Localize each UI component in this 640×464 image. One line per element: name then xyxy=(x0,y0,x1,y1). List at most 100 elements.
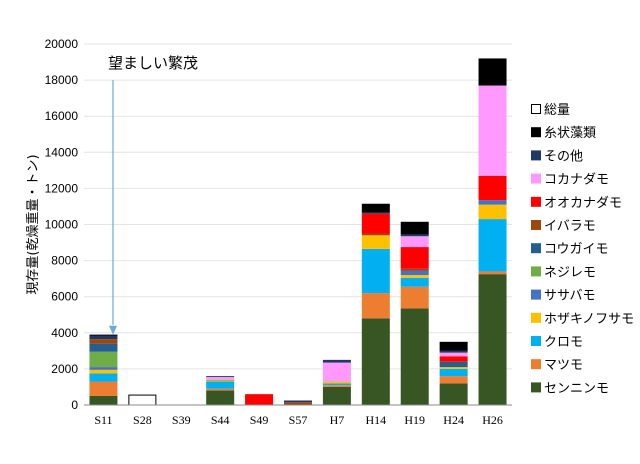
legend-label: ササバモ xyxy=(544,289,595,304)
x-tick-labels: S11 S28 S39 S44 S49 S57 H7 H14 H19 H24 H26 xyxy=(94,413,503,427)
legend-label: ホザキノフサモ xyxy=(544,312,634,327)
x-tick-label: H7 xyxy=(330,413,345,427)
bar-segment xyxy=(322,383,351,386)
stacked-bars xyxy=(89,58,507,406)
bar-segment xyxy=(89,335,118,340)
bar-segment xyxy=(361,213,390,234)
x-tick-label: S11 xyxy=(94,413,112,427)
x-tick-label: H19 xyxy=(404,413,425,427)
bar-segment xyxy=(439,356,468,362)
bar-segment xyxy=(439,368,468,377)
bar-segment xyxy=(400,275,429,278)
x-tick-label: S39 xyxy=(172,413,191,427)
bar-segment xyxy=(400,277,429,287)
legend-swatch xyxy=(531,220,541,230)
bar-segment xyxy=(206,379,235,381)
legend-swatch xyxy=(531,104,541,114)
bar-segment xyxy=(89,367,118,370)
bar-segment xyxy=(89,351,118,368)
bar-segment xyxy=(478,175,507,201)
bar-segment xyxy=(284,402,312,405)
legend-swatch xyxy=(531,150,541,161)
bar-segment xyxy=(478,271,507,275)
annotation-arrow xyxy=(109,80,117,335)
legend-label: コカナダモ xyxy=(544,173,609,188)
y-tick-label: 18000 xyxy=(45,73,79,87)
y-tick-label: 20000 xyxy=(45,37,79,51)
x-tick-label: H26 xyxy=(482,413,503,427)
bar-segment xyxy=(478,274,507,405)
legend-swatch xyxy=(531,289,541,300)
bar-segment xyxy=(284,400,312,403)
bar-segment xyxy=(400,247,429,269)
bar-segment xyxy=(206,390,235,405)
bar-segment xyxy=(361,318,390,405)
y-tick-label: 4000 xyxy=(51,326,78,340)
legend-label: センニンモ xyxy=(544,381,609,396)
bar-segment xyxy=(89,369,118,374)
bar-segment xyxy=(439,376,468,384)
bar-segment xyxy=(400,270,429,276)
bar-segment xyxy=(322,385,351,387)
bar-segment xyxy=(89,339,118,344)
bar-segment xyxy=(478,219,507,272)
annotation-label: 望ましい繁茂 xyxy=(108,54,198,72)
bar-segment xyxy=(439,367,468,369)
y-tick-label: 12000 xyxy=(45,181,79,195)
bar-segment xyxy=(478,85,507,176)
legend-swatch xyxy=(531,359,541,370)
bar-segment xyxy=(400,308,429,405)
bar-segment xyxy=(400,268,429,271)
bar-segment xyxy=(439,350,468,353)
legend-label: ネジレモ xyxy=(544,265,596,280)
y-axis-label: 現存量(乾燥重量・トン) xyxy=(25,154,41,294)
legend-swatch xyxy=(531,127,541,138)
bar-segment xyxy=(206,376,235,378)
y-tick-label: 14000 xyxy=(45,145,79,159)
legend-label: 糸状藻類 xyxy=(544,126,596,141)
bar-segment xyxy=(206,377,235,380)
legend-label: その他 xyxy=(544,149,583,164)
y-tick-label: 2000 xyxy=(51,362,78,376)
bar-segment xyxy=(361,248,390,294)
bar-segment xyxy=(322,381,351,384)
bar-segment xyxy=(400,286,429,309)
legend-swatch xyxy=(531,243,541,254)
x-tick-label: H24 xyxy=(443,413,464,427)
bar-segment xyxy=(89,381,118,396)
bar-segment xyxy=(439,341,468,351)
bar-segment xyxy=(478,204,507,220)
y-tick-label: 16000 xyxy=(45,109,79,123)
bar-segment xyxy=(89,334,118,336)
x-tick-label: H14 xyxy=(365,413,386,427)
bar-segment xyxy=(206,381,235,389)
bar-segment xyxy=(478,58,507,86)
legend-swatch xyxy=(531,173,541,184)
x-tick-label: S44 xyxy=(211,413,230,427)
y-tick-label: 8000 xyxy=(51,254,78,268)
legend-label: オオカナダモ xyxy=(544,196,622,211)
x-tick-label: S57 xyxy=(289,413,308,427)
y-gridlines xyxy=(84,43,512,370)
legend-label: イバラモ xyxy=(544,219,596,234)
x-tick-label: S28 xyxy=(133,413,152,427)
legend-swatch xyxy=(531,336,541,346)
bar-segment xyxy=(400,236,429,248)
legend-label: コウガイモ xyxy=(544,242,608,257)
bar-segment xyxy=(361,235,390,249)
bar-segment xyxy=(361,212,390,214)
bar-segment xyxy=(89,343,118,352)
bar-total xyxy=(128,394,157,406)
bar-segment xyxy=(400,234,429,237)
bar-segment xyxy=(206,388,235,391)
legend-swatch xyxy=(531,382,541,393)
bar-segment xyxy=(89,395,118,405)
y-tick-label: 0 xyxy=(71,398,78,412)
bar-segment xyxy=(439,361,468,368)
legend-label: マツモ xyxy=(544,358,583,373)
bar-segment xyxy=(439,352,468,357)
legend-swatch xyxy=(531,312,541,323)
y-tick-labels: 0 2000 4000 6000 8000 10000 12000 14000 16000 180… xyxy=(45,37,79,412)
bar-segment xyxy=(439,383,468,405)
